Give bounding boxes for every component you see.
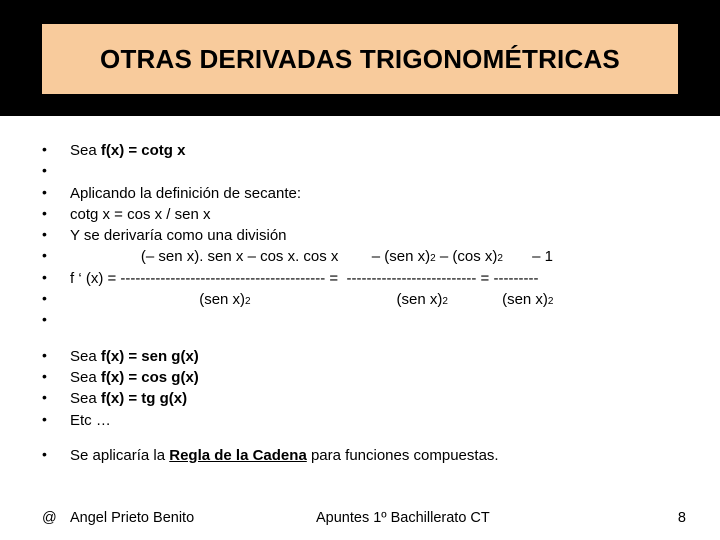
- list-item: • Sea f(x) = tg g(x): [42, 388, 690, 409]
- content: • Sea f(x) = cotg x • • Aplicando la def…: [42, 140, 690, 466]
- body-text: Sea f(x) = cos g(x): [70, 367, 690, 388]
- bullet-icon: •: [42, 140, 70, 160]
- title-box: OTRAS DERIVADAS TRIGONOMÉTRICAS: [42, 24, 678, 94]
- body-text: Aplicando la definición de secante:: [70, 183, 690, 204]
- list-item: • Sea f(x) = sen g(x): [42, 346, 690, 367]
- bullet-icon: •: [42, 246, 70, 266]
- list-item: • Sea f(x) = cos g(x): [42, 367, 690, 388]
- body-text: Y se derivaría como una división: [70, 225, 690, 246]
- list-item: • Y se derivaría como una división: [42, 225, 690, 246]
- list-item: • f ‘ (x) = ----------------------------…: [42, 268, 690, 289]
- page-title: OTRAS DERIVADAS TRIGONOMÉTRICAS: [100, 44, 620, 75]
- body-text: Sea f(x) = sen g(x): [70, 346, 690, 367]
- body-text: Sea f(x) = cotg x: [70, 140, 690, 161]
- list-item: • Se aplicaría la Regla de la Cadena par…: [42, 445, 690, 466]
- footer-at: @: [42, 510, 70, 526]
- bullet-icon: •: [42, 225, 70, 245]
- bullet-icon: •: [42, 445, 70, 465]
- bullet-icon: •: [42, 367, 70, 387]
- list-item: • Sea f(x) = cotg x: [42, 140, 690, 161]
- list-item: • Etc …: [42, 410, 690, 431]
- footer-author: Angel Prieto Benito: [70, 510, 290, 526]
- body-text: Etc …: [70, 410, 690, 431]
- list-item: •: [42, 310, 690, 331]
- bullet-icon: •: [42, 183, 70, 203]
- footer-center: Apuntes 1º Bachillerato CT: [290, 510, 650, 526]
- body-text: Se aplicaría la Regla de la Cadena para …: [70, 445, 690, 466]
- bullet-icon: •: [42, 161, 70, 181]
- footer: @ Angel Prieto Benito Apuntes 1º Bachill…: [42, 510, 690, 526]
- footer-page: 8: [650, 510, 690, 526]
- bullet-icon: •: [42, 204, 70, 224]
- bullet-icon: •: [42, 289, 70, 309]
- list-item: • cotg x = cos x / sen x: [42, 204, 690, 225]
- list-item: • (– sen x). sen x – cos x. cos x – (sen…: [42, 246, 690, 267]
- equation-denominator: (sen x)2 (sen x)2 (sen x)2: [70, 289, 690, 310]
- list-item: • Aplicando la definición de secante:: [42, 183, 690, 204]
- bullet-icon: •: [42, 346, 70, 366]
- list-item: • (sen x)2 (sen x)2 (sen x)2: [42, 289, 690, 310]
- bullet-icon: •: [42, 410, 70, 430]
- body-text: Sea f(x) = tg g(x): [70, 388, 690, 409]
- bullet-icon: •: [42, 310, 70, 330]
- equation-numerator: (– sen x). sen x – cos x. cos x – (sen x…: [70, 246, 690, 267]
- bullet-icon: •: [42, 268, 70, 288]
- bullet-icon: •: [42, 388, 70, 408]
- list-item: •: [42, 161, 690, 182]
- body-text: [70, 310, 690, 331]
- equation-fraction: f ‘ (x) = ------------------------------…: [70, 268, 690, 289]
- body-text: [70, 161, 690, 182]
- body-text: cotg x = cos x / sen x: [70, 204, 690, 225]
